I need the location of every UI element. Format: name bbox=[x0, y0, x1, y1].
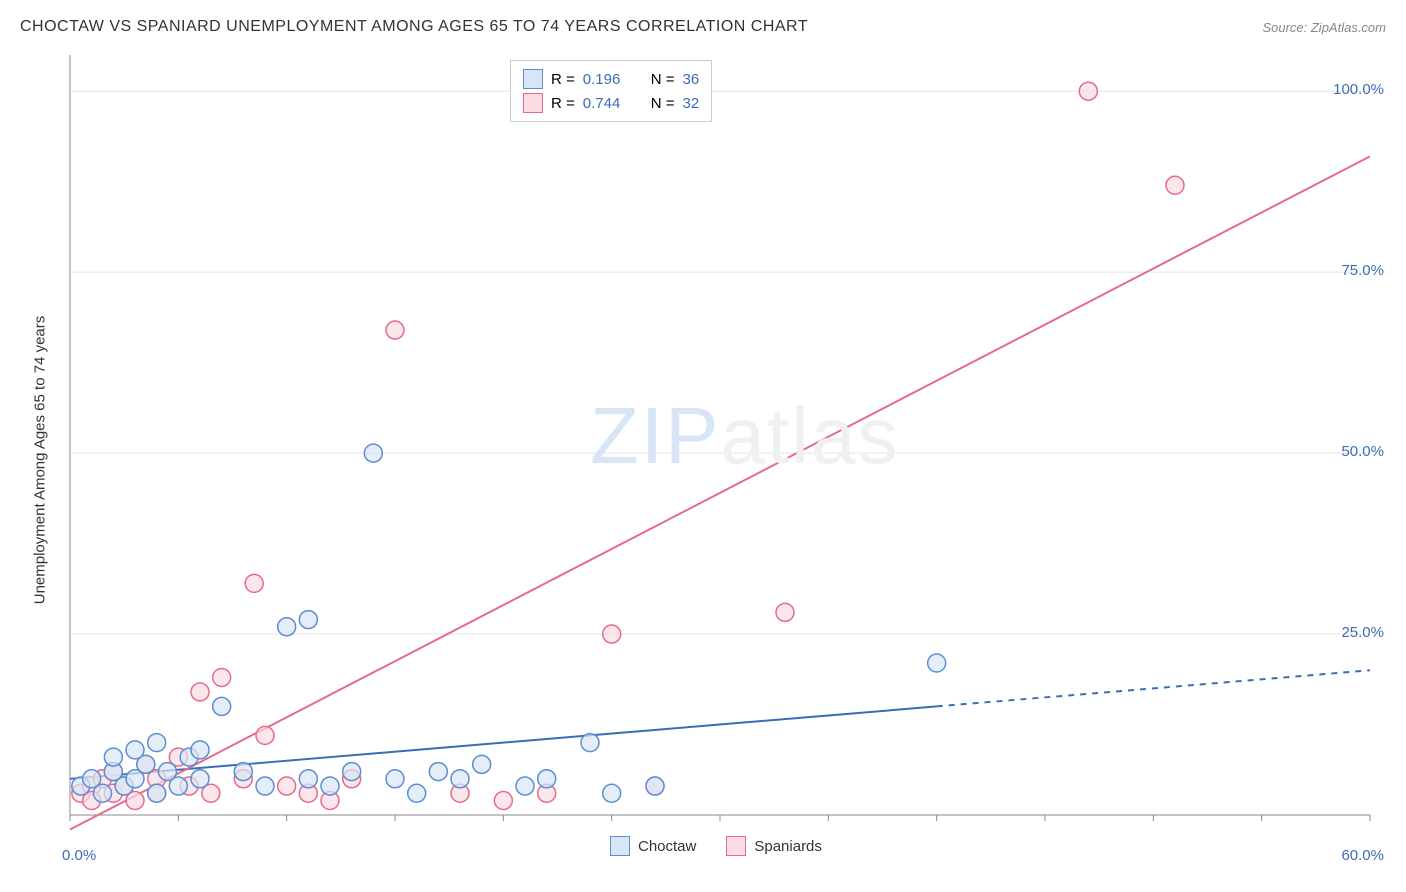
x-axis-min-label: 0.0% bbox=[62, 847, 96, 864]
legend-label: Choctaw bbox=[638, 838, 696, 855]
stats-legend-box: R = 0.196 N = 36 R = 0.744 N = 32 bbox=[510, 60, 712, 122]
legend-item: Choctaw bbox=[610, 836, 696, 856]
y-tick-label: 75.0% bbox=[1341, 262, 1384, 279]
n-label: N = bbox=[651, 95, 675, 112]
source-attribution: Source: ZipAtlas.com bbox=[1262, 20, 1386, 35]
chart-header: CHOCTAW VS SPANIARD UNEMPLOYMENT AMONG A… bbox=[20, 18, 1386, 36]
series-swatch bbox=[523, 93, 543, 113]
legend-swatch bbox=[726, 836, 746, 856]
chart-area: Unemployment Among Ages 65 to 74 years Z… bbox=[50, 50, 1386, 870]
n-value: 36 bbox=[683, 71, 700, 88]
y-axis-label: Unemployment Among Ages 65 to 74 years bbox=[32, 316, 49, 605]
n-value: 32 bbox=[683, 95, 700, 112]
r-label: R = bbox=[551, 71, 575, 88]
source-name: ZipAtlas.com bbox=[1311, 20, 1386, 35]
scatter-plot bbox=[50, 50, 1386, 870]
r-label: R = bbox=[551, 95, 575, 112]
y-tick-label: 50.0% bbox=[1341, 443, 1384, 460]
n-label: N = bbox=[651, 71, 675, 88]
r-value: 0.196 bbox=[583, 71, 643, 88]
source-prefix: Source: bbox=[1262, 20, 1310, 35]
legend-item: Spaniards bbox=[726, 836, 822, 856]
legend-label: Spaniards bbox=[754, 838, 822, 855]
x-axis-max-label: 60.0% bbox=[1341, 847, 1384, 864]
y-tick-label: 25.0% bbox=[1341, 624, 1384, 641]
r-value: 0.744 bbox=[583, 95, 643, 112]
series-swatch bbox=[523, 69, 543, 89]
y-tick-label: 100.0% bbox=[1333, 81, 1384, 98]
stats-row: R = 0.744 N = 32 bbox=[523, 91, 699, 115]
series-legend: Choctaw Spaniards bbox=[610, 836, 822, 856]
stats-row: R = 0.196 N = 36 bbox=[523, 67, 699, 91]
chart-title: CHOCTAW VS SPANIARD UNEMPLOYMENT AMONG A… bbox=[20, 18, 808, 36]
legend-swatch bbox=[610, 836, 630, 856]
